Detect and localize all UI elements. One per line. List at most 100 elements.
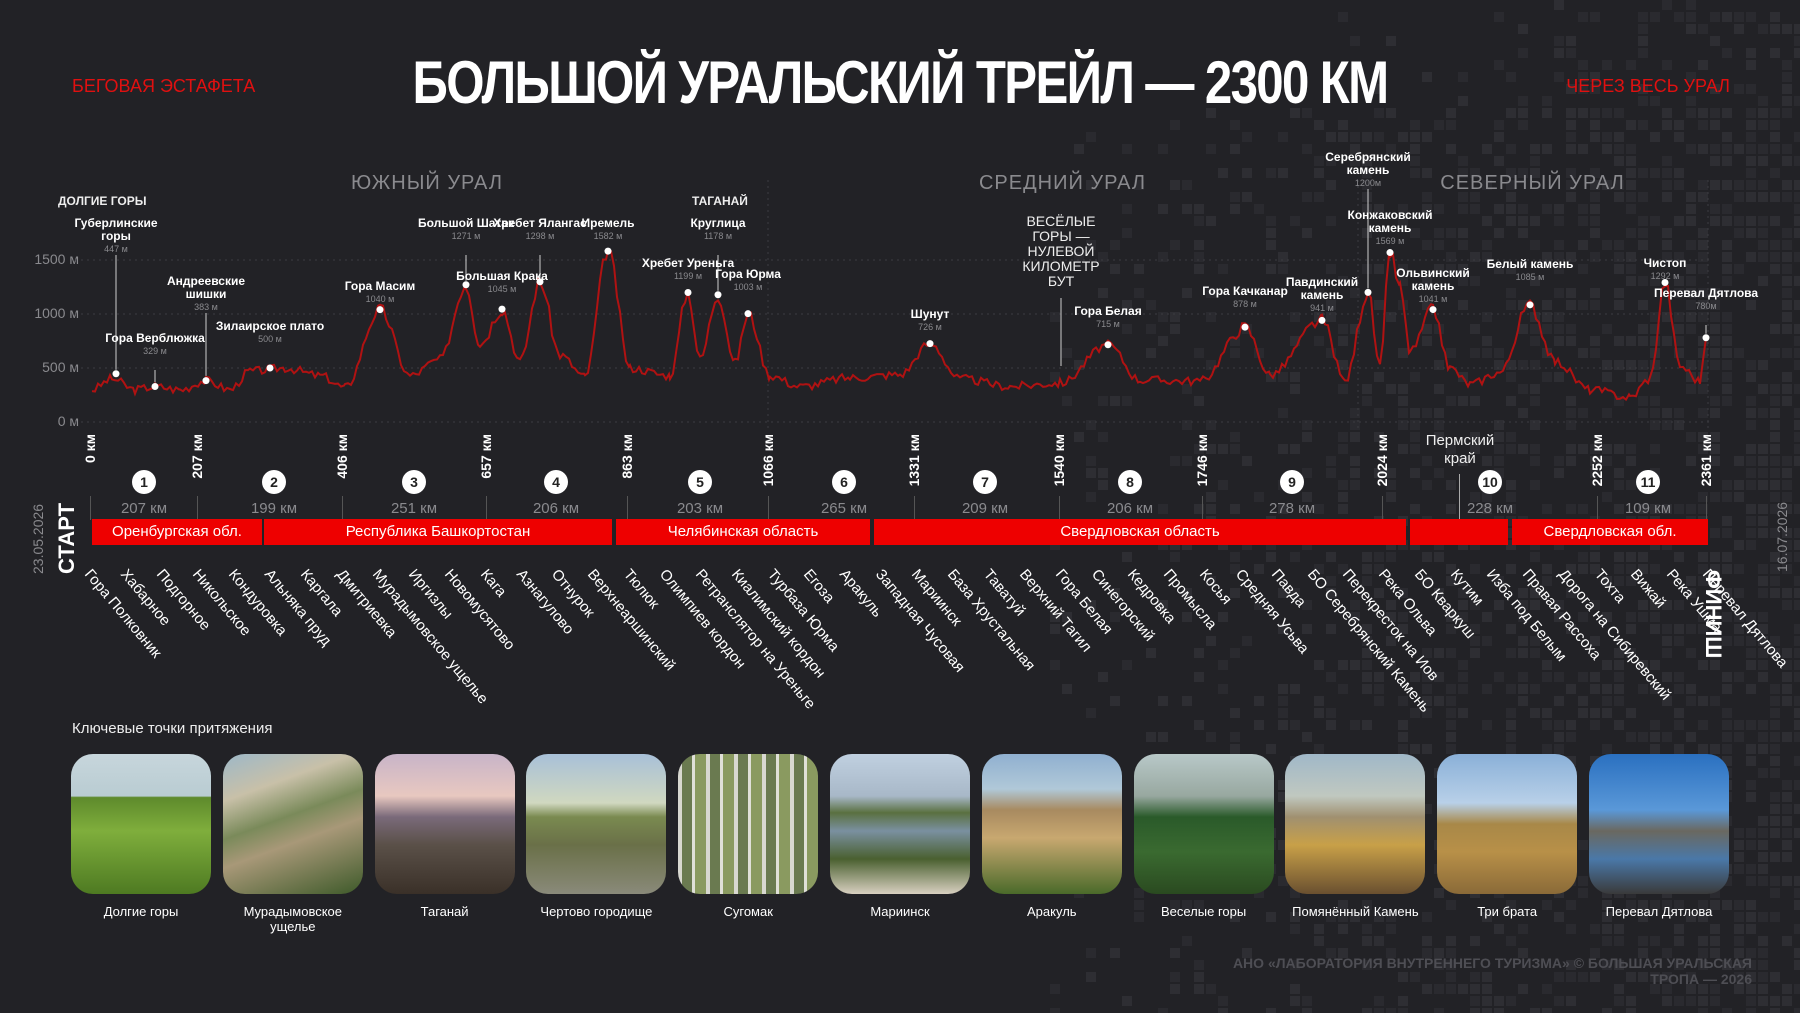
pixel bbox=[1662, 972, 1672, 982]
stage-distance: 228 км bbox=[1466, 500, 1514, 517]
peak-label: Шунут 726 м bbox=[875, 308, 985, 333]
pixel bbox=[1686, 384, 1696, 394]
pixel bbox=[1050, 372, 1060, 382]
pixel bbox=[1758, 960, 1768, 970]
pixel bbox=[1506, 204, 1516, 214]
pixel bbox=[1602, 108, 1612, 118]
km-mark: 657 км bbox=[478, 434, 494, 479]
pixel bbox=[1782, 684, 1792, 694]
pixel bbox=[1686, 72, 1696, 82]
pixel bbox=[1458, 204, 1468, 214]
pixel bbox=[1770, 492, 1780, 502]
pixel bbox=[1686, 204, 1696, 214]
pixel bbox=[1566, 288, 1576, 298]
pixel bbox=[1710, 984, 1720, 994]
pixel bbox=[1206, 732, 1216, 742]
pixel bbox=[1446, 708, 1456, 718]
pixel bbox=[1554, 72, 1564, 82]
pixel bbox=[1266, 240, 1276, 250]
pixel bbox=[1494, 120, 1504, 130]
pixel bbox=[1782, 396, 1792, 406]
region-bar: Челябинская область bbox=[616, 519, 870, 545]
pixel bbox=[1638, 660, 1648, 670]
pixel bbox=[1386, 108, 1396, 118]
pixel bbox=[1458, 672, 1468, 682]
pixel bbox=[1734, 828, 1744, 838]
pixel bbox=[1602, 180, 1612, 190]
pixel bbox=[1614, 576, 1624, 586]
pixel bbox=[1350, 612, 1360, 622]
pixel bbox=[1266, 1008, 1276, 1013]
pixel bbox=[1686, 192, 1696, 202]
pixel bbox=[1722, 564, 1732, 574]
pixel bbox=[1446, 444, 1456, 454]
pixel bbox=[1710, 336, 1720, 346]
pixel bbox=[1746, 228, 1756, 238]
pixel bbox=[1638, 396, 1648, 406]
pixel bbox=[1794, 420, 1800, 430]
pixel bbox=[1398, 624, 1408, 634]
perm-leader bbox=[1459, 474, 1460, 530]
pixel bbox=[1770, 504, 1780, 514]
pixel bbox=[1770, 396, 1780, 406]
pixel bbox=[1794, 636, 1800, 646]
pixel bbox=[1614, 552, 1624, 562]
pixel bbox=[1734, 564, 1744, 574]
pixel bbox=[1578, 408, 1588, 418]
peak-label: Серебрянский камень 1200м bbox=[1313, 151, 1423, 189]
pixel bbox=[1614, 996, 1624, 1006]
pixel bbox=[1446, 936, 1456, 946]
pixel bbox=[1722, 708, 1732, 718]
pixel bbox=[1506, 504, 1516, 514]
pixel bbox=[1254, 720, 1264, 730]
pixel bbox=[1638, 168, 1648, 178]
attraction-caption: Сугомак bbox=[723, 904, 773, 919]
pixel bbox=[1338, 120, 1348, 130]
pixel bbox=[1422, 744, 1432, 754]
pixel bbox=[1734, 900, 1744, 910]
pixel bbox=[1662, 252, 1672, 262]
pixel bbox=[1554, 600, 1564, 610]
pixel bbox=[1458, 72, 1468, 82]
peak-name: Большой Шатак bbox=[418, 216, 514, 230]
pixel bbox=[1758, 360, 1768, 370]
pixel bbox=[1578, 108, 1588, 118]
pixel bbox=[1770, 720, 1780, 730]
pixel bbox=[1206, 216, 1216, 226]
pixel bbox=[1278, 372, 1288, 382]
pixel bbox=[1746, 420, 1756, 430]
pixel bbox=[1746, 744, 1756, 754]
pixel bbox=[1554, 468, 1564, 478]
pixel bbox=[1122, 552, 1132, 562]
pixel bbox=[1134, 900, 1144, 910]
pixel bbox=[1434, 1008, 1444, 1013]
pixel bbox=[1194, 444, 1204, 454]
pixel bbox=[1530, 636, 1540, 646]
pixel bbox=[1710, 204, 1720, 214]
pixel bbox=[1158, 336, 1168, 346]
pixel bbox=[1770, 804, 1780, 814]
pixel bbox=[1122, 324, 1132, 334]
note-perm: Пермский край bbox=[1425, 432, 1495, 467]
pixel bbox=[1446, 576, 1456, 586]
pixel bbox=[1362, 636, 1372, 646]
pixel bbox=[1746, 372, 1756, 382]
pixel bbox=[1338, 900, 1348, 910]
pixel bbox=[1314, 156, 1324, 166]
pixel bbox=[1566, 36, 1576, 46]
stage-distance: 199 км bbox=[250, 500, 298, 517]
pixel bbox=[1278, 504, 1288, 514]
pixel bbox=[1506, 720, 1516, 730]
pixel bbox=[1674, 348, 1684, 358]
pixel bbox=[1782, 792, 1792, 802]
pixel bbox=[1782, 816, 1792, 826]
pixel bbox=[1506, 432, 1516, 442]
pixel bbox=[1734, 216, 1744, 226]
pixel bbox=[1410, 156, 1420, 166]
pixel bbox=[1302, 624, 1312, 634]
peak-dot bbox=[1386, 249, 1394, 257]
pixel bbox=[1494, 12, 1504, 22]
pixel bbox=[1734, 24, 1744, 34]
pixel bbox=[1206, 984, 1216, 994]
pixel bbox=[1230, 204, 1240, 214]
